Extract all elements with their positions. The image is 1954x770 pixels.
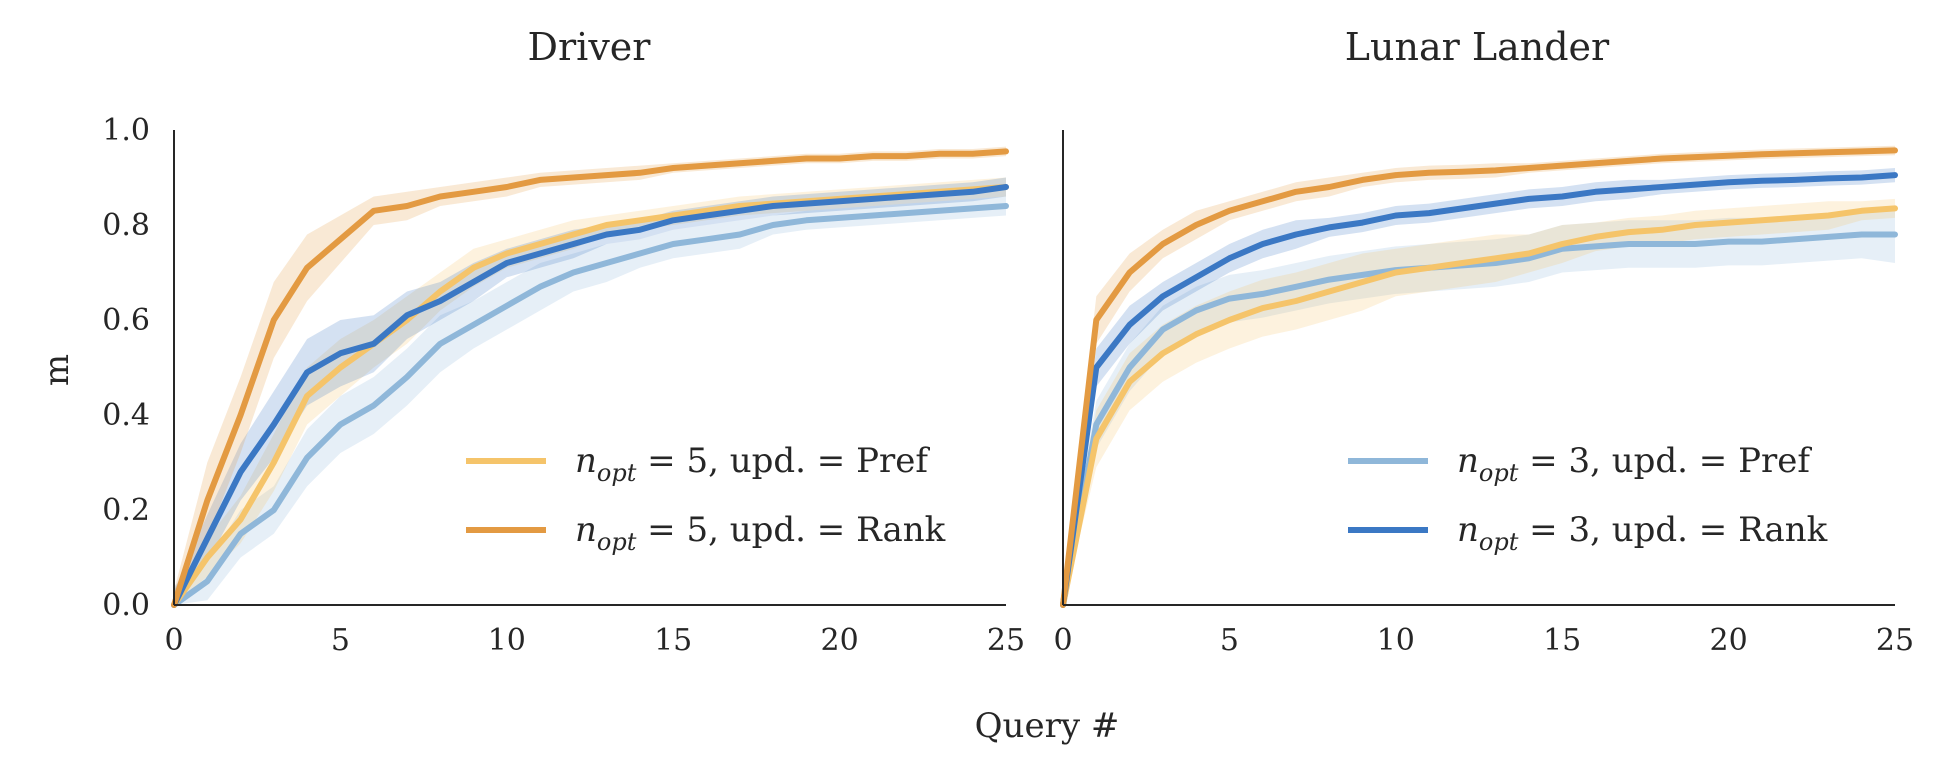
legend-label-pref-5: nopt = 5, upd. = Pref (575, 441, 930, 487)
line-n-opt-5-upd-rank (171, 148, 1009, 608)
series-lines (171, 148, 1009, 608)
x-tick-labels: 0 5 10 15 20 25 (164, 623, 1025, 658)
y-tick-label: 0.4 (102, 398, 150, 433)
confidence-bands (174, 146, 1006, 605)
y-axis-label: m (37, 354, 77, 386)
x-tick-label: 25 (1876, 623, 1914, 658)
x-tick-label: 10 (488, 623, 526, 658)
line-n-opt-5-upd-rank (1060, 147, 1898, 608)
x-tick-label: 5 (1220, 623, 1239, 658)
x-axis-label: Query # (975, 706, 1120, 746)
x-tick-label: 15 (654, 623, 692, 658)
y-tick-label: 0.0 (102, 588, 150, 623)
band-n-opt-5-upd-pref (1063, 198, 1895, 605)
y-tick-labels: 0.0 0.2 0.4 0.6 0.8 1.0 (102, 113, 150, 623)
line-n-opt-3-upd-pref (171, 203, 1009, 608)
legend-label-rank-3: nopt = 3, upd. = Rank (1457, 510, 1828, 556)
x-tick-label: 20 (821, 623, 859, 658)
line-n-opt-3-upd-pref (1060, 231, 1898, 608)
line-n-opt-5-upd-pref (1060, 205, 1898, 608)
legend-label-rank-5: nopt = 5, upd. = Rank (575, 510, 946, 556)
x-tick-label: 25 (987, 623, 1025, 658)
line-n-opt-3-upd-rank (1060, 172, 1898, 608)
x-tick-label: 20 (1710, 623, 1748, 658)
y-tick-label: 1.0 (102, 113, 150, 148)
panel-lunar-lander: Lunar Lander 0 5 10 15 20 25 nopt = 3, upd. =… (1053, 25, 1914, 658)
x-tick-label: 0 (1053, 623, 1072, 658)
chart-title: Lunar Lander (1345, 25, 1610, 69)
legend-label-pref-3: nopt = 3, upd. = Pref (1457, 441, 1812, 487)
y-tick-label: 0.8 (102, 208, 150, 243)
y-tick-label: 0.6 (102, 303, 150, 338)
band-n-opt-5-upd-pref (174, 177, 1006, 605)
legend-left: nopt = 5, upd. = Pref nopt = 5, upd. = R… (466, 441, 946, 556)
band-n-opt-3-upd-pref (174, 196, 1006, 605)
x-tick-labels: 0 5 10 15 20 25 (1053, 623, 1914, 658)
panel-driver: Driver 0 5 10 15 20 25 0.0 0.2 0.4 0.6 0.8 1.0 nop… (102, 25, 1025, 658)
line-n-opt-3-upd-rank (171, 184, 1009, 608)
x-tick-label: 10 (1377, 623, 1415, 658)
series-lines (1060, 147, 1898, 608)
chart-title: Driver (528, 25, 652, 69)
x-tick-label: 5 (331, 623, 350, 658)
x-tick-label: 15 (1543, 623, 1581, 658)
legend-right: nopt = 3, upd. = Pref nopt = 3, upd. = R… (1348, 441, 1828, 556)
y-tick-label: 0.2 (102, 493, 150, 528)
x-tick-label: 0 (164, 623, 183, 658)
